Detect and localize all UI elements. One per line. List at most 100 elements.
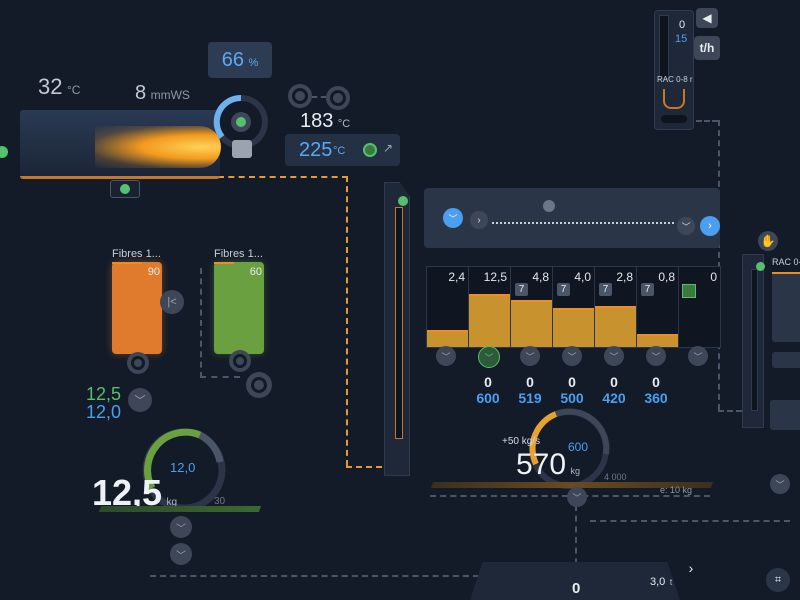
bin-7-status-icon [682, 284, 696, 298]
temp-set-unit: °C [333, 145, 346, 157]
bin-3-value-set: 519 [518, 390, 542, 406]
bin-5-chevron-button[interactable]: ﹀ [604, 346, 624, 366]
speaker-icon[interactable]: ◀ [696, 8, 718, 28]
furnace-temp-unit: °C [66, 83, 81, 97]
bin-4-fill [553, 310, 594, 347]
bin-7-top-value: 0 [710, 270, 717, 284]
bin-4-level-line [553, 308, 594, 310]
temp-actual-unit: °C [337, 118, 351, 130]
bin-3-badge: 7 [515, 283, 528, 296]
bin-2[interactable] [468, 266, 511, 348]
bin-6-top-value: 0,8 [658, 270, 675, 284]
right-edge-panel-2 [770, 400, 800, 430]
fibre-2-motor-icon[interactable] [246, 372, 272, 398]
weigh-center-scale: 4 000 [604, 472, 627, 482]
bin-4-value-actual: 0 [568, 374, 576, 390]
bin-6-badge: 7 [641, 283, 654, 296]
bin-3-level-line [511, 300, 552, 302]
valve-gear-icon-2[interactable] [326, 86, 350, 110]
bin-6-value-set: 360 [644, 390, 668, 406]
fibre-collapse-button[interactable]: |< [160, 290, 184, 314]
temp-actual-readout: 183 °C [300, 110, 350, 133]
weigh-center-e: e: 10 kg [660, 485, 693, 495]
conveyor-next-button[interactable]: › [700, 216, 720, 236]
right-edge-label: RAC 0-8 [772, 257, 800, 267]
fibre-label-1: Fibres 1... [112, 248, 161, 260]
bin-2-level-line [469, 294, 510, 296]
valve-gear-icon-1[interactable] [288, 84, 312, 108]
bin-3-chevron-button[interactable]: ﹀ [520, 346, 540, 366]
fibre-tank-2-value: 60 [249, 266, 262, 278]
bin-5-value-actual: 0 [610, 374, 618, 390]
bin-6-level-line [637, 334, 678, 336]
bin-1-level-line [427, 330, 468, 332]
vertical-silo [384, 182, 410, 476]
bin-4-chevron-button[interactable]: ﹀ [562, 346, 582, 366]
bin-6-chevron-button[interactable]: ﹀ [646, 346, 666, 366]
bin-4-top-value: 4,0 [574, 270, 591, 284]
bin-5[interactable] [594, 266, 637, 348]
bin-7[interactable] [678, 266, 721, 348]
weigh-center-rate: +50 kg/s [502, 436, 541, 447]
bin-5-fill [595, 308, 636, 347]
bin-3-top-value: 4,8 [532, 270, 549, 284]
weigh-left-chevron-2[interactable]: ﹀ [170, 543, 192, 565]
bin-2-top-value: 12,5 [483, 270, 507, 284]
weigh-center-set: 600 [568, 440, 589, 454]
fibre-tank-1-value: 90 [147, 266, 160, 278]
fibre-1-valve-icon[interactable] [127, 352, 149, 374]
weigh-center-value: 570 [516, 448, 567, 481]
bin-1-chevron-button[interactable]: ﹀ [436, 346, 456, 366]
bottom-right-unit: t [669, 577, 673, 587]
percent-unit: % [248, 57, 259, 69]
fibre-1-chevron-icon[interactable]: ﹀ [128, 388, 152, 412]
bottom-panel [470, 562, 680, 600]
conveyor-right-dropdown[interactable]: ﹀ [677, 217, 695, 235]
furnace-pressure-readout: 8 mmWS [135, 82, 190, 105]
bin-5-badge: 7 [599, 283, 612, 296]
fibre-tank-2[interactable]: 60 [214, 262, 264, 354]
bin-3-value-actual: 0 [526, 374, 534, 390]
bin-2-value-set: 600 [476, 390, 500, 406]
burner-fan-icon[interactable] [110, 180, 140, 198]
temp-set-value: 225 [299, 139, 333, 161]
bin-5-top-value: 2,8 [616, 270, 633, 284]
bottom-value: 0 [572, 580, 581, 597]
temp-set-expand-icon[interactable]: ↗ [383, 141, 394, 155]
bin-7-chevron-button[interactable]: ﹀ [688, 346, 708, 366]
conveyor-left-arrow[interactable]: › [470, 211, 488, 229]
weigh-left-chevron-1[interactable]: ﹀ [170, 516, 192, 538]
temp-set-box[interactable]: 225 °C ↗ [285, 134, 400, 166]
screenshot-icon[interactable]: ⌗ [766, 568, 790, 592]
percent-box[interactable]: 66 % [208, 42, 272, 78]
right-edge-panel [772, 272, 800, 342]
conveyor-dropdown-button[interactable]: ﹀ [443, 208, 463, 228]
device-value-15: 15 [675, 33, 688, 45]
bin-4-value-set: 500 [560, 390, 584, 406]
bottom-right-readout: 3,0 t [650, 572, 672, 590]
unit-button[interactable]: t/h [694, 36, 720, 60]
bin-3-fill [511, 302, 552, 347]
conveyor-belt [492, 222, 674, 224]
right-silo-status-icon [756, 262, 765, 271]
fibre-tank-1[interactable]: 90 [112, 262, 162, 354]
furnace-pressure-value: 8 [135, 82, 147, 104]
bottom-next-button[interactable]: › [688, 560, 694, 576]
bin-2-chevron-button[interactable]: ﹀ [478, 346, 500, 368]
bin-3[interactable] [510, 266, 553, 348]
weigh-left-unit: kg [166, 497, 178, 508]
weigh-left-platform [98, 506, 262, 512]
weigh-center-chevron[interactable]: ﹀ [567, 487, 587, 507]
bin-1-fill [427, 332, 468, 347]
temp-actual-value: 183 [300, 110, 334, 132]
fibre-label-2: Fibres 1... [214, 248, 263, 260]
temp-set-camera-icon[interactable] [363, 143, 377, 157]
right-edge-chevron[interactable]: ﹀ [770, 474, 790, 494]
flame-icon [95, 126, 221, 168]
bin-4[interactable] [552, 266, 595, 348]
hand-icon[interactable]: ✋ [758, 231, 778, 251]
bin-2-fill [469, 296, 510, 347]
fibre-2-valve-icon[interactable] [229, 350, 251, 372]
bin-4-badge: 7 [557, 283, 570, 296]
bin-6-fill [637, 336, 678, 347]
